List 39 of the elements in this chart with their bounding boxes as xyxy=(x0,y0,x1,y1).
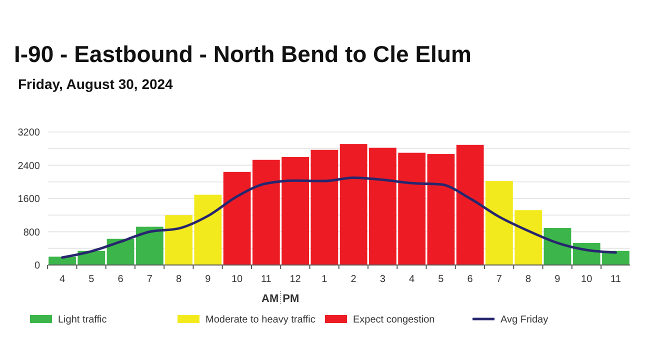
legend-label: Light traffic xyxy=(58,314,107,326)
x-tick-label: 5 xyxy=(88,274,95,285)
legend-label: Moderate to heavy traffic xyxy=(206,314,316,326)
legend-label: Expect congestion xyxy=(353,314,435,326)
bar xyxy=(427,154,455,265)
bar xyxy=(456,144,484,265)
x-tick-label: 1 xyxy=(322,274,328,285)
y-tick-label: 0 xyxy=(34,260,40,272)
bar xyxy=(544,228,572,265)
x-tick-label: 12 xyxy=(290,274,302,285)
text: AM xyxy=(262,293,279,305)
x-tick-label: 11 xyxy=(610,274,622,285)
chart-title: I-90 - Eastbound - North Bend to Cle Elum xyxy=(14,41,472,67)
x-tick-label: 8 xyxy=(176,274,182,285)
x-tick-label: 10 xyxy=(231,274,244,285)
legend-label: Avg Friday xyxy=(500,314,548,326)
y-tick-label: 2400 xyxy=(18,160,40,172)
x-tick-label: 7 xyxy=(146,274,153,285)
x-tick-label: 6 xyxy=(467,274,474,285)
bar xyxy=(136,226,164,265)
y-tick-label: 800 xyxy=(23,227,40,238)
x-tick-label: 7 xyxy=(496,274,502,285)
x-tick-label: 4 xyxy=(409,274,416,285)
y-tick-label: 1600 xyxy=(18,194,40,205)
x-tick-label: 5 xyxy=(438,274,444,285)
bar xyxy=(223,172,251,265)
x-tick-label: 4 xyxy=(59,274,66,285)
x-tick-label: 11 xyxy=(260,274,272,285)
text: PM xyxy=(282,293,300,305)
y-tick-label: 3200 xyxy=(18,128,40,138)
x-tick-label: 10 xyxy=(581,274,593,285)
x-tick-label: 9 xyxy=(554,274,561,285)
x-tick-label: 2 xyxy=(350,274,357,285)
x-tick-label: 6 xyxy=(118,274,124,285)
line-series xyxy=(61,176,617,259)
x-tick-label: 8 xyxy=(526,274,532,285)
chart-subtitle: Friday, August 30, 2024 xyxy=(18,76,174,92)
x-tick-label: 3 xyxy=(380,274,386,285)
x-tick-label: 9 xyxy=(205,274,212,285)
